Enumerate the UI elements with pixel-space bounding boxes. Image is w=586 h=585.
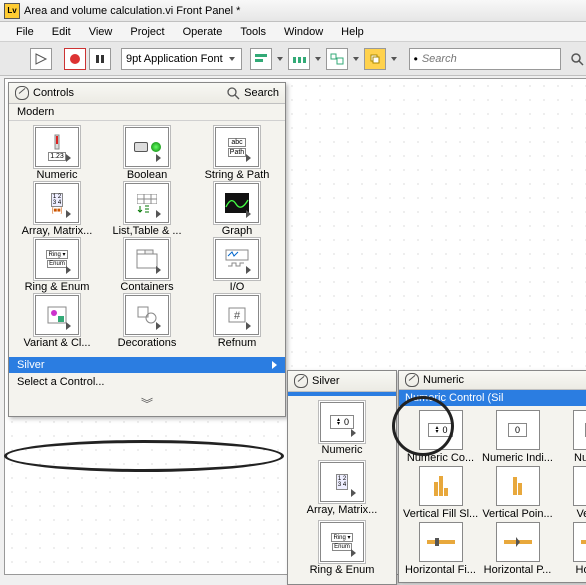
silver-item-array-matrix[interactable]: 1 23 4 Array, Matrix...: [296, 462, 388, 516]
chevron-down-icon: [275, 54, 285, 64]
numeric-flyout-subtitle: Numeric Control (Sil: [399, 390, 586, 406]
palette-item-list-table[interactable]: List,Table & ...: [103, 183, 191, 237]
chevron-right-icon: [272, 361, 277, 369]
palette-item-graph[interactable]: Graph: [193, 183, 281, 237]
palette-grid: 1.23 Numeric Boolean abcPath String & Pa…: [9, 121, 285, 357]
resize-button[interactable]: [326, 48, 348, 70]
menu-help[interactable]: Help: [333, 24, 372, 40]
palette-title: Controls: [33, 87, 74, 99]
palette-item-ring-enum[interactable]: Ring ▾Enum Ring & Enum: [13, 239, 101, 293]
menu-window[interactable]: Window: [276, 24, 331, 40]
pause-button[interactable]: [89, 48, 111, 70]
chevron-down-icon: [313, 54, 323, 64]
pin-icon[interactable]: [15, 86, 29, 100]
palette-item-refnum[interactable]: # Refnum: [193, 295, 281, 349]
palette-item-boolean[interactable]: Boolean: [103, 127, 191, 181]
palette-search-label: Search: [244, 87, 279, 99]
menu-operate[interactable]: Operate: [175, 24, 231, 40]
menu-tools[interactable]: Tools: [232, 24, 274, 40]
pin-icon[interactable]: [294, 374, 308, 388]
numeric-item-numeric-control[interactable]: ▴▾0 Numeric Co...: [403, 410, 478, 464]
menu-file[interactable]: File: [8, 24, 42, 40]
palette-item-containers[interactable]: Containers: [103, 239, 191, 293]
font-select[interactable]: 9pt Application Font: [121, 48, 242, 70]
controls-palette: Controls Search Modern 1.23 Numeric Bool…: [8, 82, 286, 417]
titlebar: Lv Area and volume calculation.vi Front …: [0, 0, 586, 22]
numeric-flyout-title: Numeric: [423, 374, 464, 386]
search-input[interactable]: [422, 53, 482, 65]
palette-row-silver[interactable]: Silver: [9, 357, 285, 373]
chevron-down-icon: [389, 54, 399, 64]
numeric-item-h-slide[interactable]: Horizon: [557, 522, 586, 576]
chevron-down-icon: [227, 54, 237, 64]
menubar[interactable]: File Edit View Project Operate Tools Win…: [0, 22, 586, 42]
numeric-item-numeric[interactable]: 0 Numeric: [557, 410, 586, 464]
silver-flyout: Silver ▴▾0 Numeric 1 23 4 Array, Matrix.…: [287, 370, 397, 585]
labview-icon: Lv: [4, 3, 20, 19]
menu-edit[interactable]: Edit: [44, 24, 79, 40]
align-button[interactable]: [250, 48, 272, 70]
palette-item-numeric[interactable]: 1.23 Numeric: [13, 127, 101, 181]
numeric-flyout: Numeric Numeric Control (Sil ▴▾0 Numeric…: [398, 370, 586, 583]
numeric-item-v-slide[interactable]: Vertical: [557, 466, 586, 520]
palette-item-string-path[interactable]: abcPath String & Path: [193, 127, 281, 181]
palette-section-modern[interactable]: Modern: [9, 104, 285, 121]
numeric-item-v-pointer[interactable]: Vertical Poin...: [480, 466, 555, 520]
palette-search[interactable]: Search: [226, 86, 279, 100]
dot-icon: •: [414, 52, 418, 66]
expand-down-icon[interactable]: ︾: [9, 391, 285, 416]
search-go-button[interactable]: [568, 48, 586, 70]
font-label: 9pt Application Font: [126, 53, 223, 65]
toolbar: 9pt Application Font •: [0, 42, 586, 76]
silver-item-numeric[interactable]: ▴▾0 Numeric: [296, 402, 388, 456]
menu-view[interactable]: View: [81, 24, 121, 40]
silver-item-ring-enum[interactable]: Ring ▾Enum Ring & Enum: [296, 522, 388, 576]
palette-select-a-control[interactable]: Select a Control...: [9, 373, 285, 391]
numeric-item-h-pointer[interactable]: Horizontal P...: [480, 522, 555, 576]
palette-item-decorations[interactable]: Decorations: [103, 295, 191, 349]
reorder-button[interactable]: [364, 48, 386, 70]
pin-icon[interactable]: [405, 373, 419, 387]
numeric-item-h-fill-slide[interactable]: Horizontal Fi...: [403, 522, 478, 576]
svg-text:#: #: [234, 310, 241, 322]
menu-project[interactable]: Project: [122, 24, 172, 40]
numeric-item-v-fill-slide[interactable]: Vertical Fill Sl...: [403, 466, 478, 520]
chevron-down-icon: [351, 54, 361, 64]
distribute-button[interactable]: [288, 48, 310, 70]
run-button[interactable]: [30, 48, 52, 70]
silver-flyout-title: Silver: [312, 375, 340, 387]
numeric-item-numeric-indicator[interactable]: 0 Numeric Indi...: [480, 410, 555, 464]
abort-button[interactable]: [64, 48, 86, 70]
palette-item-variant[interactable]: Variant & Cl...: [13, 295, 101, 349]
palette-item-io[interactable]: I/O: [193, 239, 281, 293]
search-box[interactable]: •: [409, 48, 561, 70]
palette-item-array-matrix[interactable]: 1 23 4[■■] Array, Matrix...: [13, 183, 101, 237]
window-title: Area and volume calculation.vi Front Pan…: [24, 5, 240, 17]
